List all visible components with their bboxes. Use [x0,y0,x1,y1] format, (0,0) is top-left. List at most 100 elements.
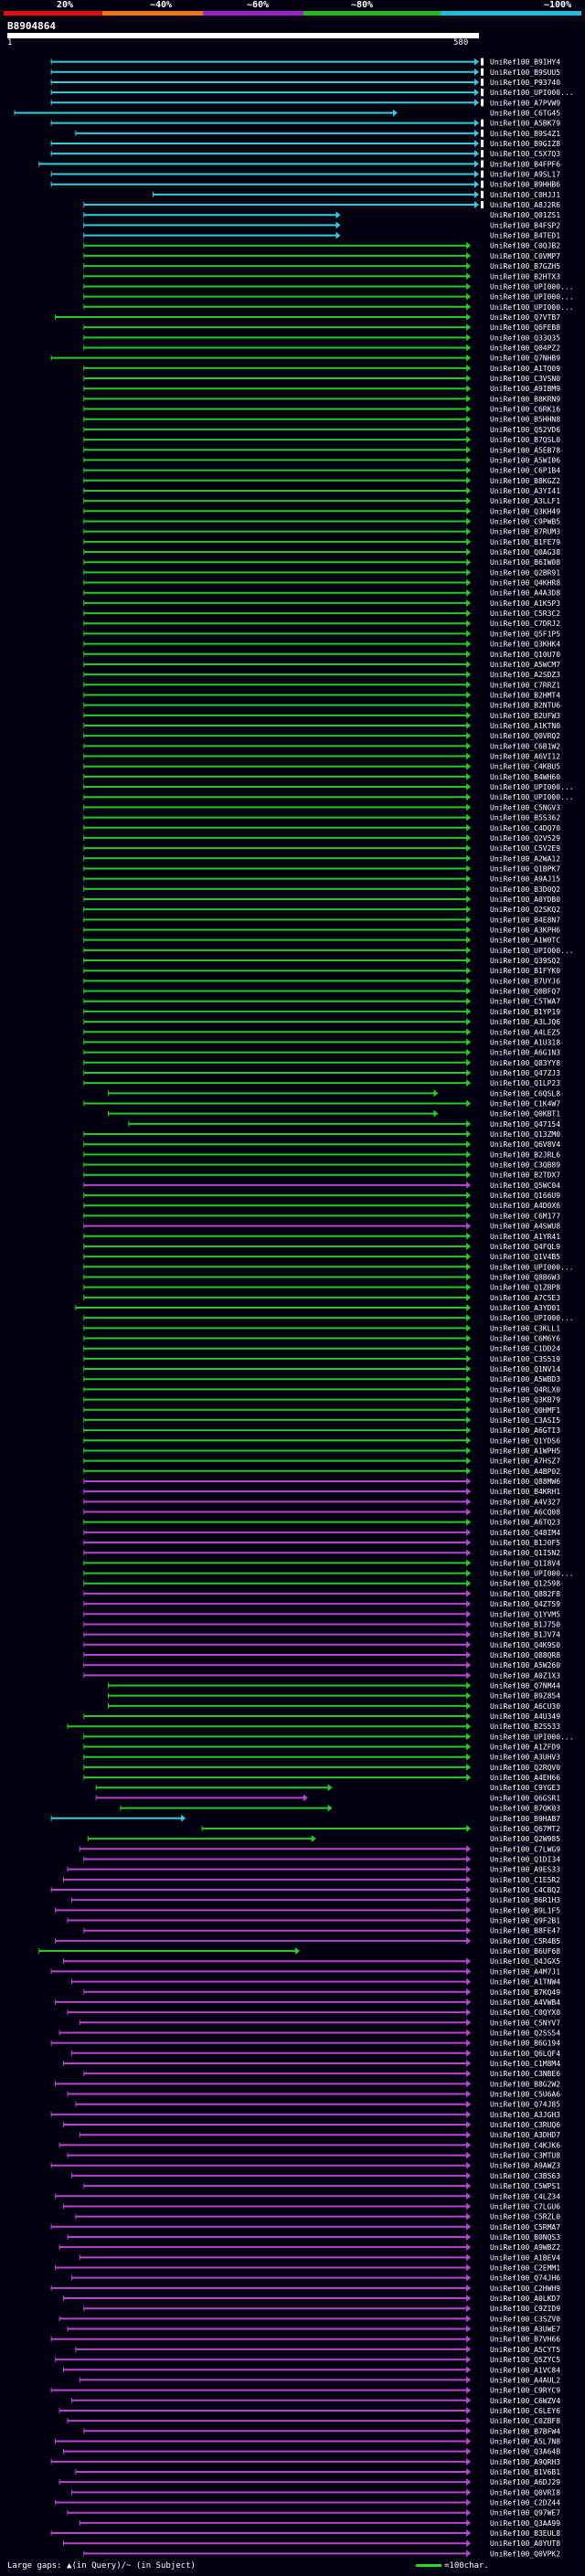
hit-label[interactable]: UniRef100_A5CYT5 [490,2346,560,2354]
hit-row[interactable]: UniRef100_A4A3D8 [83,588,560,598]
hit-row[interactable]: UniRef100_C9RYC9 [50,2386,560,2395]
hit-row[interactable]: UniRef100_Q166U9 [83,1192,560,1200]
hit-row[interactable]: UniRef100_Q39SQ2 [83,957,560,965]
hit-label[interactable]: UniRef100_C5R3C2 [490,610,560,618]
hit-row[interactable]: UniRef100_A0LKD7 [62,2295,560,2303]
hit-label[interactable]: UniRef100_Q1LP23 [490,1079,560,1087]
hit-row[interactable]: UniRef100_B8FE47 [83,1926,560,1935]
hit-label[interactable]: UniRef100_B1FE79 [490,538,560,546]
hit-label[interactable]: UniRef100_C5TWA7 [490,998,560,1006]
hit-row[interactable]: UniRef100_A3UWE7 [67,2325,560,2334]
hit-row[interactable]: UniRef100_A4AUL2 [79,2376,560,2384]
hit-row[interactable]: UniRef100_B4WH60 [83,772,560,781]
hit-row[interactable]: UniRef100_B6IW08 [83,558,560,567]
hit-label[interactable]: UniRef100_A9QRH3 [490,2458,560,2466]
hit-row[interactable]: UniRef100_A0YUT8 [62,2539,560,2548]
hit-row[interactable]: UniRef100_A7C5E3 [83,1293,560,1302]
hit-row[interactable]: UniRef100_UPI000... [83,1263,574,1271]
hit-row[interactable]: UniRef100_C1K4W7 [83,1099,560,1108]
hit-row[interactable]: UniRef100_A7PVW9 [50,99,560,107]
hit-label[interactable]: UniRef100_UPI000... [490,1263,574,1271]
hit-row[interactable]: UniRef100_C3S519 [83,1354,560,1363]
hit-label[interactable]: UniRef100_A3KPH6 [490,927,560,935]
hit-label[interactable]: UniRef100_B9L1F5 [490,1906,560,1914]
hit-label[interactable]: UniRef100_C0HJJ1 [490,191,560,199]
hit-label[interactable]: UniRef100_A0YDB0 [490,896,560,904]
hit-row[interactable]: UniRef100_A4D0X6 [83,1202,560,1210]
hit-row[interactable]: UniRef100_B1V6B1 [75,2468,560,2476]
hit-row[interactable]: UniRef100_Q7VTB7 [55,313,561,322]
hit-row[interactable]: UniRef100_C7LWG9 [79,1845,560,1853]
hit-row[interactable]: UniRef100_C6B1W2 [83,742,560,750]
hit-label[interactable]: UniRef100_A1W0TC [490,937,560,945]
hit-label[interactable]: UniRef100_A2WA12 [490,854,560,863]
hit-row[interactable]: UniRef100_A4LEZ5 [83,1028,560,1036]
hit-row[interactable]: UniRef100_Q3KHK4 [83,640,560,649]
hit-row[interactable]: UniRef100_Q47154 [128,1119,560,1129]
hit-row[interactable]: UniRef100_B9L1F5 [55,1906,561,1914]
hit-label[interactable]: UniRef100_Q0HMF1 [490,1406,560,1415]
hit-label[interactable]: UniRef100_Q7NHB9 [490,355,560,363]
hit-label[interactable]: UniRef100_A2SDZ3 [490,671,560,679]
hit-label[interactable]: UniRef100_C4DQ70 [490,824,560,832]
hit-row[interactable]: UniRef100_A5EB78 [83,446,560,454]
hit-row[interactable]: UniRef100_B8KGZ2 [83,476,560,485]
hit-label[interactable]: UniRef100_A6G1N3 [490,1049,560,1057]
hit-row[interactable]: UniRef100_C3VSN0 [83,375,560,383]
hit-row[interactable]: UniRef100_B1JV74 [83,1630,560,1639]
hit-row[interactable]: UniRef100_P93740 [50,78,560,87]
hit-label[interactable]: UniRef100_B4E8N7 [490,916,560,924]
hit-label[interactable]: UniRef100_B7QK03 [490,1805,560,1813]
hit-label[interactable]: UniRef100_B7KQ49 [490,1988,560,1997]
hit-label[interactable]: UniRef100_C3S519 [490,1355,560,1363]
hit-label[interactable]: UniRef100_Q3KB79 [490,1396,560,1405]
hit-row[interactable]: UniRef100_C4DQ70 [83,823,560,832]
hit-row[interactable]: UniRef100_B9SUU5 [50,68,560,77]
hit-row[interactable]: UniRef100_A3LJQ6 [83,1018,560,1026]
hit-label[interactable]: UniRef100_Q33Q35 [490,334,560,342]
hit-label[interactable]: UniRef100_Q1DI34 [490,1855,560,1863]
hit-row[interactable]: UniRef100_Q5ZYC5 [55,2356,561,2364]
hit-label[interactable]: UniRef100_A5BK79 [490,120,560,128]
hit-row[interactable]: UniRef100_Q2RQV0 [83,1763,560,1772]
hit-label[interactable]: UniRef100_C1M8M4 [490,2060,560,2068]
hit-label[interactable]: UniRef100_B1JV74 [490,1631,560,1639]
hit-label[interactable]: UniRef100_Q48IM4 [490,1529,560,1537]
hit-row[interactable]: UniRef100_B4FPF6 [38,160,560,168]
hit-row[interactable]: UniRef100_Q2SKQ2 [83,906,560,914]
hit-label[interactable]: UniRef100_Q88MW6 [490,1478,560,1486]
hit-label[interactable]: UniRef100_B4WH60 [490,773,560,781]
hit-row[interactable]: UniRef100_A1YR41 [83,1232,560,1241]
hit-row[interactable]: UniRef100_C7DRJ2 [83,620,560,628]
hit-label[interactable]: UniRef100_C4KJK6 [490,2141,560,2149]
hit-row[interactable]: UniRef100_A1ZFD9 [83,1743,560,1752]
hit-label[interactable]: UniRef100_B7BFW4 [490,2427,560,2435]
hit-row[interactable]: UniRef100_B7KQ49 [83,1988,560,1997]
hit-label[interactable]: UniRef100_A4AUL2 [490,2376,560,2384]
hit-row[interactable]: UniRef100_C6LEY6 [58,2406,560,2415]
hit-row[interactable]: UniRef100_C0QYX0 [67,2009,560,2017]
hit-row[interactable]: UniRef100_A4VWB4 [55,1998,561,2007]
hit-label[interactable]: UniRef100_A1YR41 [490,1233,560,1241]
hit-row[interactable]: UniRef100_Q4FQL9 [83,1242,560,1251]
hit-row[interactable]: UniRef100_Q6GSR1 [95,1794,560,1802]
hit-row[interactable]: UniRef100_A1K5P3 [83,599,560,608]
hit-label[interactable]: UniRef100_Q3AA99 [490,2519,560,2528]
hit-row[interactable]: UniRef100_UPI000... [83,302,574,312]
hit-label[interactable]: UniRef100_A3LLF1 [490,497,560,505]
hit-row[interactable]: UniRef100_Q12598 [83,1579,560,1588]
hit-row[interactable]: UniRef100_A4BP02 [83,1467,560,1476]
hit-row[interactable]: UniRef100_C5R4B5 [55,1936,561,1945]
hit-label[interactable]: UniRef100_B4TED1 [490,232,560,240]
hit-label[interactable]: UniRef100_B8KRN9 [490,395,560,403]
hit-label[interactable]: UniRef100_A6CQ08 [490,1509,560,1517]
hit-row[interactable]: UniRef100_Q7NHB9 [50,354,560,363]
hit-label[interactable]: UniRef100_Q882F8 [490,1590,560,1598]
hit-label[interactable]: UniRef100_A4A3D8 [490,589,560,598]
hit-label[interactable]: UniRef100_Q2BR91 [490,568,560,577]
hit-row[interactable]: UniRef100_C3RUQ6 [62,2121,560,2129]
hit-row[interactable]: UniRef100_Q3A64B [62,2447,560,2456]
hit-label[interactable]: UniRef100_Q4JGX5 [490,1957,560,1966]
hit-label[interactable]: UniRef100_A6VI12 [490,753,560,761]
hit-row[interactable]: UniRef100_C5V2E9 [83,844,560,853]
